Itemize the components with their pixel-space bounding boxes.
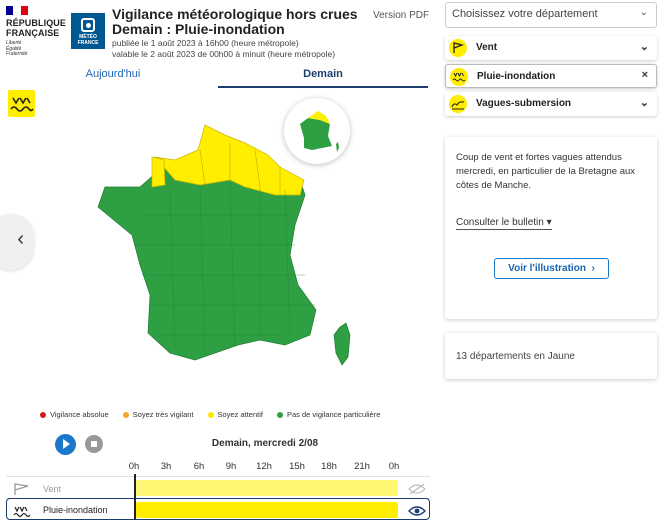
republique-francaise-logo: RÉPUBLIQUE FRANÇAISE Liberté Égalité Fra… bbox=[6, 6, 66, 58]
chevron-down-icon[interactable]: ⌄ bbox=[639, 41, 649, 53]
rf-name: RÉPUBLIQUE FRANÇAISE bbox=[6, 18, 67, 38]
inset-yellow bbox=[308, 111, 330, 124]
map-legend: Vigilance absolue Soyez très vigilant So… bbox=[40, 410, 394, 419]
timeline-hour: 6h bbox=[193, 461, 205, 472]
play-button[interactable] bbox=[55, 434, 76, 455]
timeline-hour: 15h bbox=[289, 461, 305, 472]
legend-red-dot bbox=[40, 411, 46, 418]
phenomenon-item-vagues-submersion[interactable]: Vagues-submersion ⌄ bbox=[445, 92, 657, 116]
timeline-divider bbox=[6, 476, 430, 477]
view-illustration-button[interactable]: Voir l'illustration › bbox=[494, 258, 609, 279]
rain-flood-icon bbox=[450, 68, 468, 86]
legend-green-dot bbox=[276, 411, 283, 418]
timeline-date: Demain, mercredi 2/08 bbox=[211, 438, 319, 449]
page-title: Vigilance météorologique hors crues Dema… bbox=[112, 6, 358, 37]
description-card: Coup de vent et fortes vagues attendus m… bbox=[445, 137, 657, 319]
description-text: Coup de vent et fortes vagues attendus m… bbox=[456, 152, 636, 191]
yellow-department-borders bbox=[199, 143, 281, 193]
wind-flag-icon bbox=[14, 483, 29, 495]
timeline-row-label-vent: Vent bbox=[43, 484, 62, 494]
rain-flood-icon bbox=[8, 90, 35, 117]
timeline-bar-vent[interactable] bbox=[136, 480, 398, 496]
chevron-down-icon: ⌄ bbox=[639, 7, 648, 18]
yellow-region bbox=[154, 124, 305, 196]
tab-today[interactable]: Aujourd'hui bbox=[85, 68, 141, 80]
publication-info: publiée le 1 août 2023 à 16h00 (heure mé… bbox=[112, 38, 336, 59]
timeline-cursor[interactable] bbox=[134, 474, 136, 520]
chevron-down-icon[interactable]: ⌄ bbox=[639, 97, 649, 109]
pdf-link[interactable]: Version PDF bbox=[373, 10, 430, 21]
chevron-left-icon: ‹ bbox=[17, 228, 24, 250]
eye-icon[interactable] bbox=[408, 505, 426, 517]
day-tabs: Aujourd'hui Demain bbox=[8, 64, 428, 88]
eye-off-icon[interactable] bbox=[408, 483, 426, 495]
legend-yellow-dot bbox=[207, 411, 214, 418]
count-card: 13 départements en Jaune bbox=[445, 333, 657, 379]
timeline-hour: 18h bbox=[321, 461, 337, 472]
timeline-row-label-pluie: Pluie-inondation bbox=[43, 505, 108, 515]
timeline-hour: 0h bbox=[128, 461, 140, 472]
department-count: 13 départements en Jaune bbox=[456, 351, 575, 362]
inset-green bbox=[300, 118, 332, 150]
french-flag-icon bbox=[6, 6, 28, 15]
timeline-hour: 3h bbox=[160, 461, 172, 472]
timeline-hour: 12h bbox=[256, 461, 272, 472]
legend-item: Vigilance absolue bbox=[40, 410, 109, 419]
stop-button[interactable] bbox=[85, 435, 103, 453]
france-vigilance-map[interactable] bbox=[80, 95, 420, 375]
timeline-hour: 0h bbox=[388, 461, 400, 472]
inset-corsica bbox=[336, 142, 339, 152]
yellow-region-west bbox=[151, 156, 166, 188]
caret-down-icon: ▾ bbox=[546, 217, 552, 228]
legend-item: Soyez très vigilant bbox=[122, 410, 194, 419]
previous-button[interactable]: ‹ bbox=[0, 214, 34, 270]
tab-tomorrow[interactable]: Demain bbox=[218, 64, 428, 88]
meteo-france-logo: MÉTÉO FRANCE bbox=[71, 13, 105, 49]
phenomenon-item-pluie-inondation[interactable]: Pluie-inondation × bbox=[445, 64, 657, 88]
rain-flood-icon bbox=[13, 506, 31, 518]
chevron-right-icon: › bbox=[588, 263, 595, 274]
timeline-hour: 9h bbox=[225, 461, 237, 472]
consult-bulletin-dropdown[interactable]: Consulter le bulletin ▾ bbox=[456, 217, 552, 230]
wind-flag-icon bbox=[449, 39, 467, 57]
legend-item: Pas de vigilance particulière bbox=[276, 410, 380, 419]
legend-orange-dot bbox=[122, 411, 129, 418]
department-select[interactable]: Choisissez votre département ⌄ bbox=[445, 2, 657, 28]
timeline-bar-pluie[interactable] bbox=[136, 502, 398, 518]
legend-item: Soyez attentif bbox=[207, 410, 263, 419]
close-icon[interactable]: × bbox=[641, 69, 648, 81]
timeline-hour: 21h bbox=[354, 461, 370, 472]
department-borders bbox=[135, 182, 315, 356]
overseas-inset-map[interactable] bbox=[284, 98, 350, 164]
meteo-france-icon bbox=[81, 18, 95, 32]
waves-icon bbox=[449, 95, 467, 113]
phenomenon-item-vent[interactable]: Vent ⌄ bbox=[445, 36, 657, 60]
rf-motto: Liberté Égalité Fraternité bbox=[6, 40, 28, 57]
corsica-region bbox=[333, 322, 351, 366]
